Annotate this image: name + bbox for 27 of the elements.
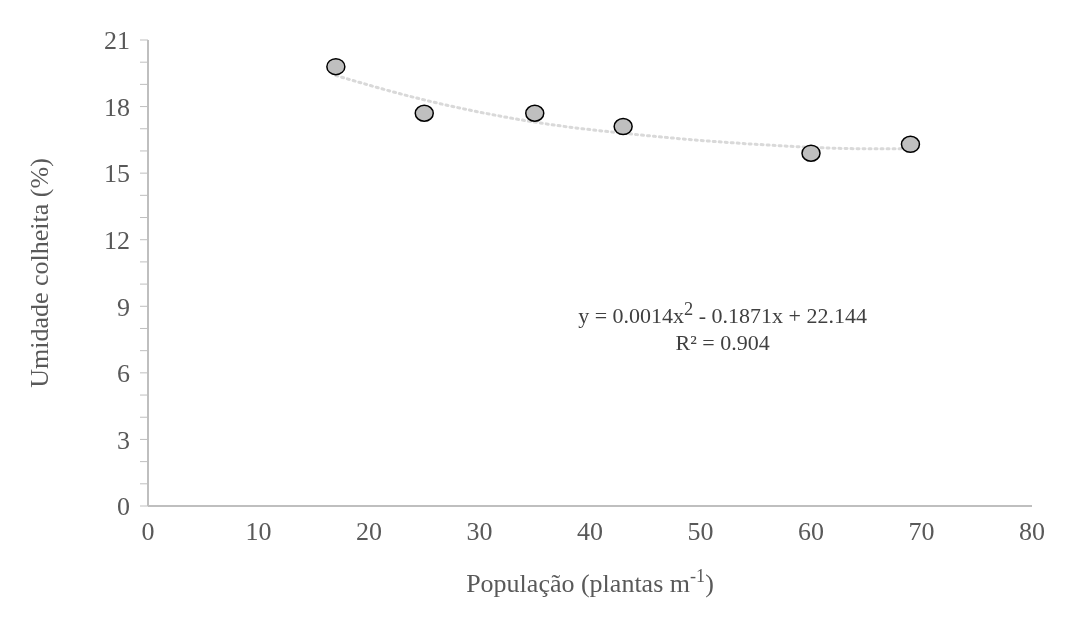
x-tick-label: 10 bbox=[245, 517, 272, 547]
point bbox=[414, 104, 434, 122]
annotation: R² = 0.904 bbox=[674, 329, 771, 356]
point bbox=[326, 57, 346, 76]
x-tick-label: 80 bbox=[1019, 517, 1045, 547]
y-tick-label: 18 bbox=[104, 92, 130, 122]
x-tick-label: 30 bbox=[466, 517, 493, 547]
x-tick-label: 60 bbox=[798, 517, 824, 547]
point bbox=[525, 104, 545, 122]
x-tick-label: 40 bbox=[577, 517, 603, 547]
y-tick-label: 12 bbox=[104, 225, 130, 255]
x-tick-label: 50 bbox=[687, 517, 714, 547]
y-axis-title: Umidade colheita (%) bbox=[25, 158, 54, 388]
y-tick-label: 3 bbox=[117, 425, 130, 455]
y-tick-label: 9 bbox=[117, 292, 130, 322]
x-tick-label: 0 bbox=[141, 517, 155, 547]
x-tick-label: 20 bbox=[356, 517, 382, 547]
y-tick-label: 6 bbox=[117, 359, 130, 389]
point bbox=[900, 135, 921, 154]
y-tick-label: 15 bbox=[104, 159, 130, 189]
annotation: y = 0.0014x$^{2}$ - 0.1871x + 22.144 bbox=[577, 298, 868, 330]
x-axis-title: População (plantas m$^{-1}$) bbox=[466, 566, 714, 598]
y-tick-label: 0 bbox=[117, 492, 130, 522]
point bbox=[613, 117, 633, 136]
point bbox=[801, 144, 821, 162]
x-tick-label: 70 bbox=[908, 517, 935, 547]
y-tick-label: 21 bbox=[104, 26, 130, 56]
